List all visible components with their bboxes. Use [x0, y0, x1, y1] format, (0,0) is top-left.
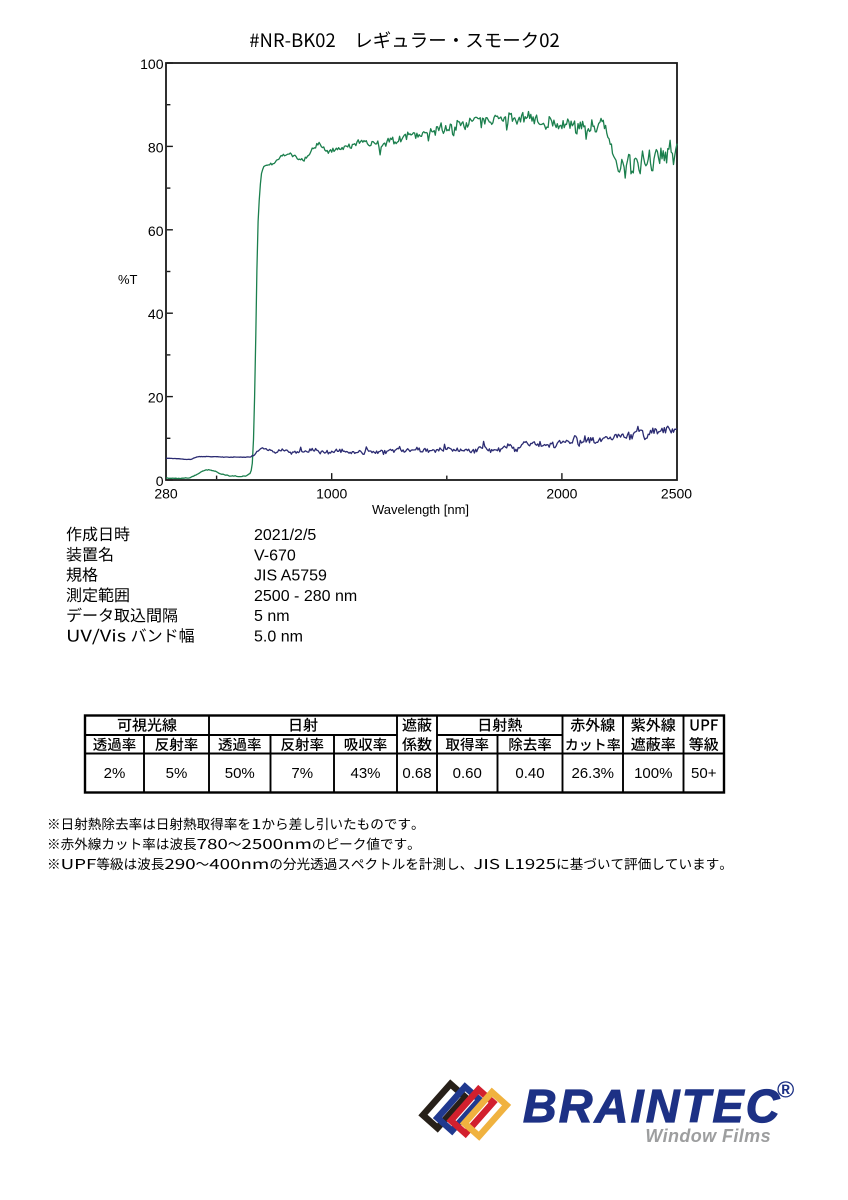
svg-text:1000: 1000 [316, 486, 347, 502]
svg-text:26.3%: 26.3% [571, 765, 614, 782]
svg-text:7%: 7% [291, 765, 313, 782]
svg-text:%T: %T [118, 272, 138, 287]
svg-text:50%: 50% [225, 765, 255, 782]
svg-text:®: ® [777, 1077, 794, 1103]
svg-text:5%: 5% [166, 765, 188, 782]
svg-text:5 nm: 5 nm [254, 608, 290, 625]
svg-text:5.0 nm: 5.0 nm [254, 629, 303, 646]
svg-text:2500: 2500 [661, 486, 692, 502]
svg-text:50+: 50+ [691, 765, 717, 782]
svg-text:100%: 100% [634, 765, 672, 782]
svg-text:100: 100 [140, 56, 164, 72]
svg-text:20: 20 [148, 390, 164, 406]
svg-text:Window Films: Window Films [645, 1126, 771, 1146]
svg-text:2%: 2% [104, 765, 126, 782]
svg-text:JIS A5759: JIS A5759 [254, 568, 327, 585]
svg-text:BRAINTEC: BRAINTEC [523, 1080, 782, 1132]
svg-text:Wavelength [nm]: Wavelength [nm] [372, 502, 469, 517]
svg-text:80: 80 [148, 139, 164, 155]
svg-text:60: 60 [148, 223, 164, 239]
svg-text:0: 0 [156, 473, 164, 489]
svg-text:2021/2/5: 2021/2/5 [254, 527, 316, 544]
svg-text:V-670: V-670 [254, 547, 296, 564]
svg-text:2000: 2000 [546, 486, 577, 502]
svg-text:40: 40 [148, 306, 164, 322]
svg-text:2500 - 280 nm: 2500 - 280 nm [254, 588, 357, 605]
svg-text:280: 280 [154, 486, 178, 502]
svg-text:0.68: 0.68 [402, 765, 431, 782]
svg-text:43%: 43% [350, 765, 380, 782]
svg-text:0.40: 0.40 [515, 765, 544, 782]
svg-text:0.60: 0.60 [453, 765, 482, 782]
